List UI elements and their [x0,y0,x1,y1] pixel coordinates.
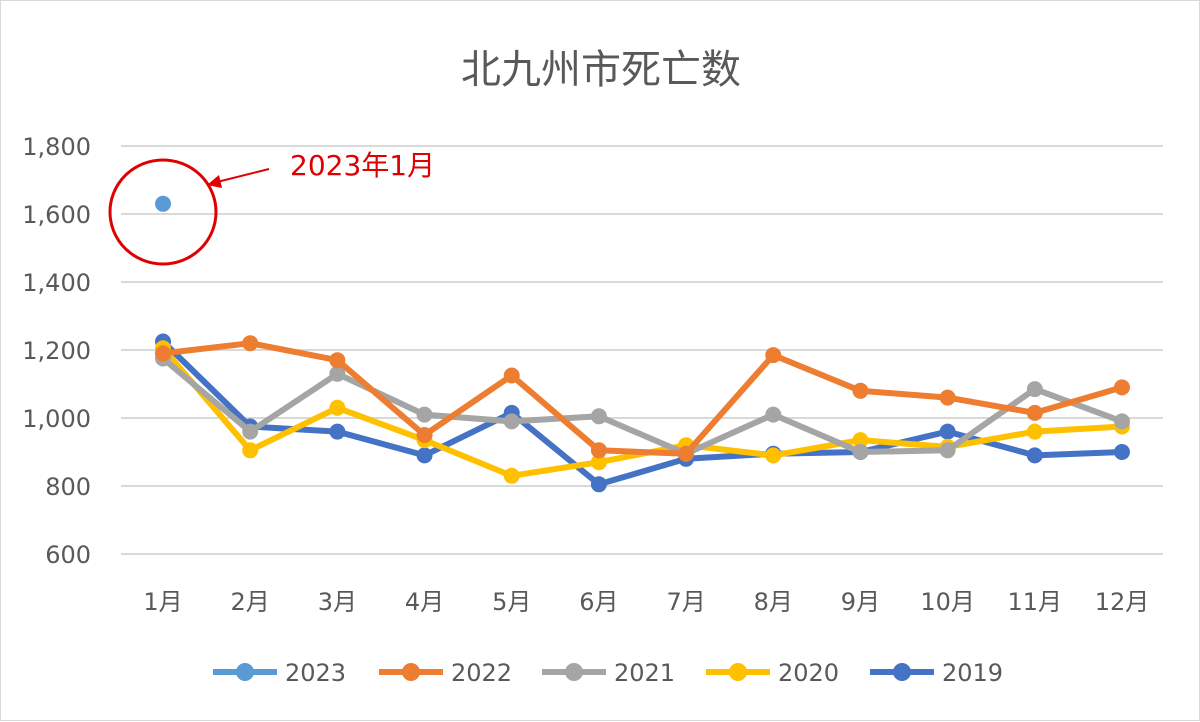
chart-title: 北九州市死亡数 [461,47,741,93]
annotation-label: 2023年1月 [290,149,435,182]
series-group [155,195,1130,493]
data-point-2022 [155,345,171,362]
data-point-2020 [242,442,259,459]
legend-label: 2019 [942,659,1003,687]
series-line-2019 [160,338,1125,488]
legend-item-2021: 2021 [542,659,675,687]
data-point-2020 [329,399,346,416]
data-point-2021 [852,444,869,460]
y-tick-label: 1,200 [22,337,91,365]
data-point-2022 [329,352,346,369]
annotation-circle [108,158,218,266]
data-point-2021 [503,413,520,430]
x-tick-label: 1月 [143,588,182,616]
x-tick-label: 8月 [754,588,793,616]
y-tick-label: 1,400 [22,269,91,297]
legend-item-2020: 2020 [706,659,839,687]
x-tick-label: 7月 [666,588,705,616]
data-point-2022 [416,427,433,443]
legend-label: 2020 [778,659,839,687]
y-axis: 600 800 1,000 1,200 1,400 1,600 1,800 [22,133,91,569]
x-tick-label: 5月 [492,588,531,616]
series-line-2022 [160,340,1125,457]
legend-swatch-marker [402,663,420,681]
legend-swatch-marker [729,663,747,681]
data-point-2022 [242,335,259,352]
data-point-2019 [1113,444,1130,460]
annotation-arrow-line [216,168,270,183]
legend-swatch-marker [565,663,583,681]
series-2020 [155,340,1130,484]
data-point-2021 [416,406,433,423]
x-tick-label: 2月 [231,588,270,616]
data-point-2021 [1026,381,1043,398]
series-line-2021 [160,355,1125,457]
y-tick-label: 600 [45,541,91,569]
data-point-2019 [1026,447,1043,464]
y-tick-label: 1,800 [22,133,91,161]
data-point-2021 [1113,413,1130,430]
legend-label: 2023 [285,659,346,687]
data-point-2021 [765,406,782,423]
x-tick-label: 6月 [579,588,618,616]
x-tick-label: 3月 [318,588,357,616]
legend-item-2019: 2019 [870,659,1003,687]
x-tick-label: 11月 [1008,588,1063,616]
data-point-2019 [590,476,607,493]
series-line-2020 [160,345,1125,479]
data-point-2020 [503,467,520,484]
data-point-2021 [329,365,346,382]
series-2022 [155,335,1130,462]
data-point-2019 [329,423,346,440]
legend-item-2023: 2023 [213,659,346,687]
data-point-2022 [1113,379,1130,396]
data-point-2020 [852,432,869,449]
y-tick-label: 1,600 [22,201,91,229]
data-point-2022 [678,445,695,462]
x-tick-label: 10月 [920,588,975,616]
x-tick-label: 9月 [841,588,880,616]
y-tick-label: 800 [45,473,91,501]
data-point-2020 [1026,423,1043,440]
legend-label: 2021 [614,659,675,687]
annotation-arrowhead [207,175,222,188]
data-point-2022 [852,382,869,399]
data-point-2021 [242,423,259,440]
data-point-2022 [939,389,956,406]
data-point-2020 [590,454,607,471]
data-point-2019 [939,423,956,440]
series-2023 [155,195,171,212]
y-tick-label: 1,000 [22,405,91,433]
x-tick-label: 4月 [405,588,444,616]
legend-swatch-marker [236,663,254,681]
legend-item-2022: 2022 [379,659,512,687]
data-point-2022 [765,347,782,364]
data-point-2023 [155,195,171,212]
data-point-2022 [1026,404,1043,421]
data-point-2021 [939,442,956,459]
data-point-2021 [590,408,607,425]
legend-swatch-marker [893,663,911,681]
data-point-2022 [590,442,607,459]
legend: 2023 2022 2021 2020 2019 [213,659,1003,687]
x-tick-label: 12月 [1095,588,1150,616]
data-point-2019 [416,447,433,464]
legend-label: 2022 [451,659,512,687]
annotation: 2023年1月 [108,149,435,266]
data-point-2022 [503,367,520,384]
series-2019 [155,333,1130,493]
data-point-2020 [765,447,782,464]
x-axis: 1月 2月 3月 4月 5月 6月 7月 8月 9月 10月 11月 12月 [143,588,1149,616]
